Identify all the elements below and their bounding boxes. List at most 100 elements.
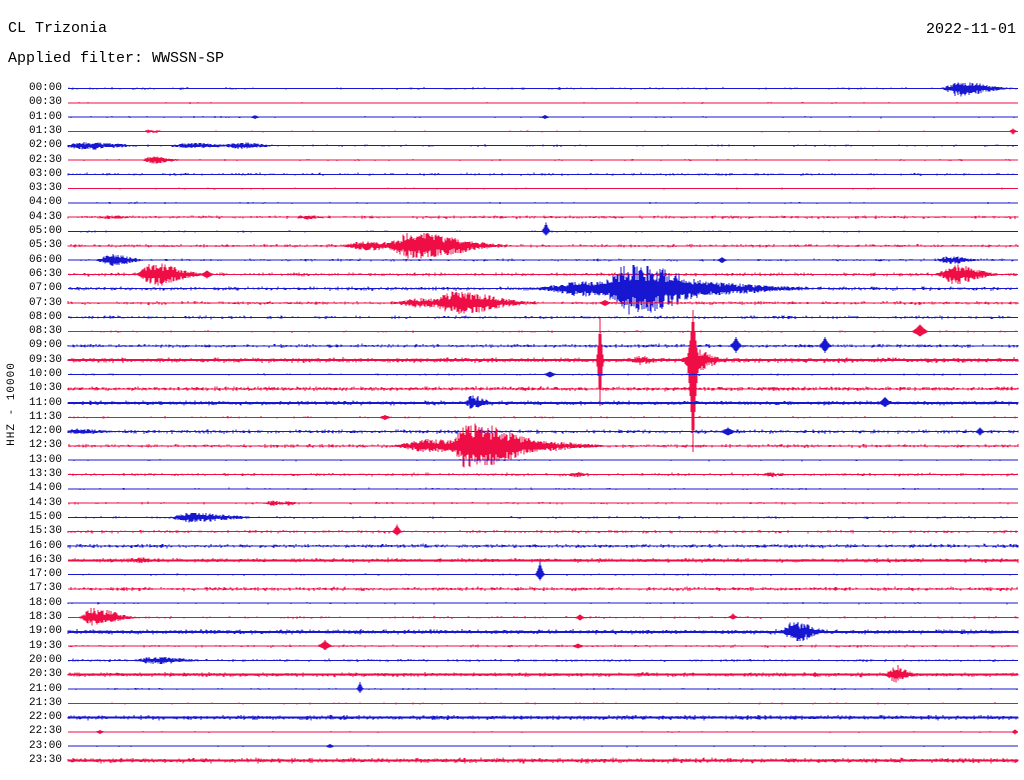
trace-row-18:30[interactable] xyxy=(68,607,1019,626)
station-name: CL Trizonia xyxy=(8,20,108,37)
trace-row-20:00[interactable] xyxy=(68,657,1018,665)
trace-row-01:30[interactable] xyxy=(68,128,1018,135)
time-label: 07:30 xyxy=(28,296,62,309)
time-label: 02:30 xyxy=(28,153,62,166)
time-label: 05:30 xyxy=(28,239,62,252)
trace-row-00:00[interactable] xyxy=(68,82,1018,97)
time-label: 04:00 xyxy=(28,196,62,209)
time-label: 13:00 xyxy=(28,453,62,466)
trace-row-05:30[interactable] xyxy=(67,232,1019,259)
trace-row-09:30[interactable] xyxy=(67,310,1019,453)
time-label: 16:30 xyxy=(28,553,62,566)
time-label: 11:00 xyxy=(28,396,62,409)
trace-row-10:30[interactable] xyxy=(67,386,1019,392)
trace-row-22:30[interactable] xyxy=(68,729,1018,735)
time-label: 21:00 xyxy=(28,682,62,695)
time-label: 07:00 xyxy=(28,282,62,295)
trace-row-11:00[interactable] xyxy=(67,395,1019,409)
trace-row-16:00[interactable] xyxy=(67,543,1019,549)
time-label: 16:00 xyxy=(28,539,62,552)
trace-row-07:00[interactable] xyxy=(68,264,1018,315)
trace-row-03:30[interactable] xyxy=(68,187,1018,190)
trace-row-11:30[interactable] xyxy=(68,414,1018,420)
trace-row-22:00[interactable] xyxy=(67,714,1019,721)
trace-row-23:00[interactable] xyxy=(68,744,1018,749)
time-label: 22:30 xyxy=(28,725,62,738)
time-label: 08:30 xyxy=(28,325,62,338)
trace-row-01:00[interactable] xyxy=(68,115,1018,120)
time-label: 20:00 xyxy=(28,653,62,666)
time-label: 23:00 xyxy=(28,739,62,752)
trace-row-09:00[interactable] xyxy=(67,336,1019,353)
time-label: 04:30 xyxy=(28,210,62,223)
time-label: 01:00 xyxy=(28,110,62,123)
time-label: 19:30 xyxy=(28,639,62,652)
time-label: 21:30 xyxy=(28,696,62,709)
trace-row-15:30[interactable] xyxy=(67,524,1018,536)
time-label: 18:00 xyxy=(28,596,62,609)
trace-row-17:00[interactable] xyxy=(68,561,1018,581)
time-label: 03:00 xyxy=(28,167,62,180)
time-label: 13:30 xyxy=(28,468,62,480)
time-label: 15:00 xyxy=(28,510,62,523)
time-label: 02:00 xyxy=(28,139,62,152)
time-label: 00:00 xyxy=(28,82,62,94)
time-label: 06:30 xyxy=(28,267,62,280)
trace-row-20:30[interactable] xyxy=(67,665,1019,683)
time-label: 09:00 xyxy=(28,339,62,352)
time-label: 14:30 xyxy=(28,496,62,509)
time-label: 01:30 xyxy=(28,124,62,137)
trace-row-06:30[interactable] xyxy=(68,263,1018,286)
time-label: 10:00 xyxy=(28,368,62,380)
time-label: 03:30 xyxy=(28,182,62,195)
trace-row-16:30[interactable] xyxy=(68,557,1019,564)
trace-row-04:00[interactable] xyxy=(68,201,1018,204)
time-label: 18:30 xyxy=(28,611,62,623)
trace-row-10:00[interactable] xyxy=(68,371,1018,378)
trace-row-13:30[interactable] xyxy=(68,472,1018,478)
trace-row-08:30[interactable] xyxy=(68,324,1018,337)
time-label: 17:00 xyxy=(28,568,62,581)
trace-row-18:00[interactable] xyxy=(67,602,1018,605)
date-label: 2022-11-01 xyxy=(925,21,1016,38)
time-label: 11:30 xyxy=(28,410,62,423)
trace-row-02:30[interactable] xyxy=(68,156,1018,164)
trace-row-14:00[interactable] xyxy=(68,487,1018,491)
time-label: 09:30 xyxy=(28,353,62,366)
trace-row-04:30[interactable] xyxy=(67,215,1019,220)
trace-row-23:30[interactable] xyxy=(67,757,1019,764)
trace-row-14:30[interactable] xyxy=(68,500,1018,506)
time-label: 22:00 xyxy=(28,711,62,724)
time-label: 20:30 xyxy=(28,668,62,681)
time-label: 06:00 xyxy=(28,253,62,266)
trace-row-17:30[interactable] xyxy=(68,586,1018,592)
time-label: 00:30 xyxy=(28,96,62,109)
trace-row-03:00[interactable] xyxy=(67,172,1018,177)
trace-row-21:00[interactable] xyxy=(68,682,1018,693)
trace-row-13:00[interactable] xyxy=(68,459,1018,462)
time-label: 15:30 xyxy=(28,525,62,538)
trace-row-08:00[interactable] xyxy=(68,315,1018,320)
time-label: 08:00 xyxy=(28,310,62,323)
time-label: 12:00 xyxy=(28,425,62,438)
time-label: 19:00 xyxy=(28,625,62,638)
trace-row-12:30[interactable] xyxy=(68,423,1019,468)
trace-row-15:00[interactable] xyxy=(68,512,1018,523)
time-label: 05:00 xyxy=(28,225,62,237)
trace-row-07:30[interactable] xyxy=(67,291,1019,314)
time-label: 14:00 xyxy=(28,482,62,495)
trace-row-06:00[interactable] xyxy=(68,254,1018,266)
time-label: 10:30 xyxy=(28,382,62,395)
trace-row-02:00[interactable] xyxy=(67,141,1018,150)
trace-row-19:00[interactable] xyxy=(67,622,1019,642)
trace-row-19:30[interactable] xyxy=(68,640,1018,651)
time-label: 12:30 xyxy=(28,439,62,452)
trace-row-21:30[interactable] xyxy=(68,702,1018,705)
filter-label: Applied filter: WWSSN-SP xyxy=(8,50,225,67)
trace-row-05:00[interactable] xyxy=(68,222,1018,236)
trace-row-12:00[interactable] xyxy=(67,427,1019,436)
trace-row-00:30[interactable] xyxy=(68,101,1018,104)
time-label: 23:30 xyxy=(28,754,62,766)
